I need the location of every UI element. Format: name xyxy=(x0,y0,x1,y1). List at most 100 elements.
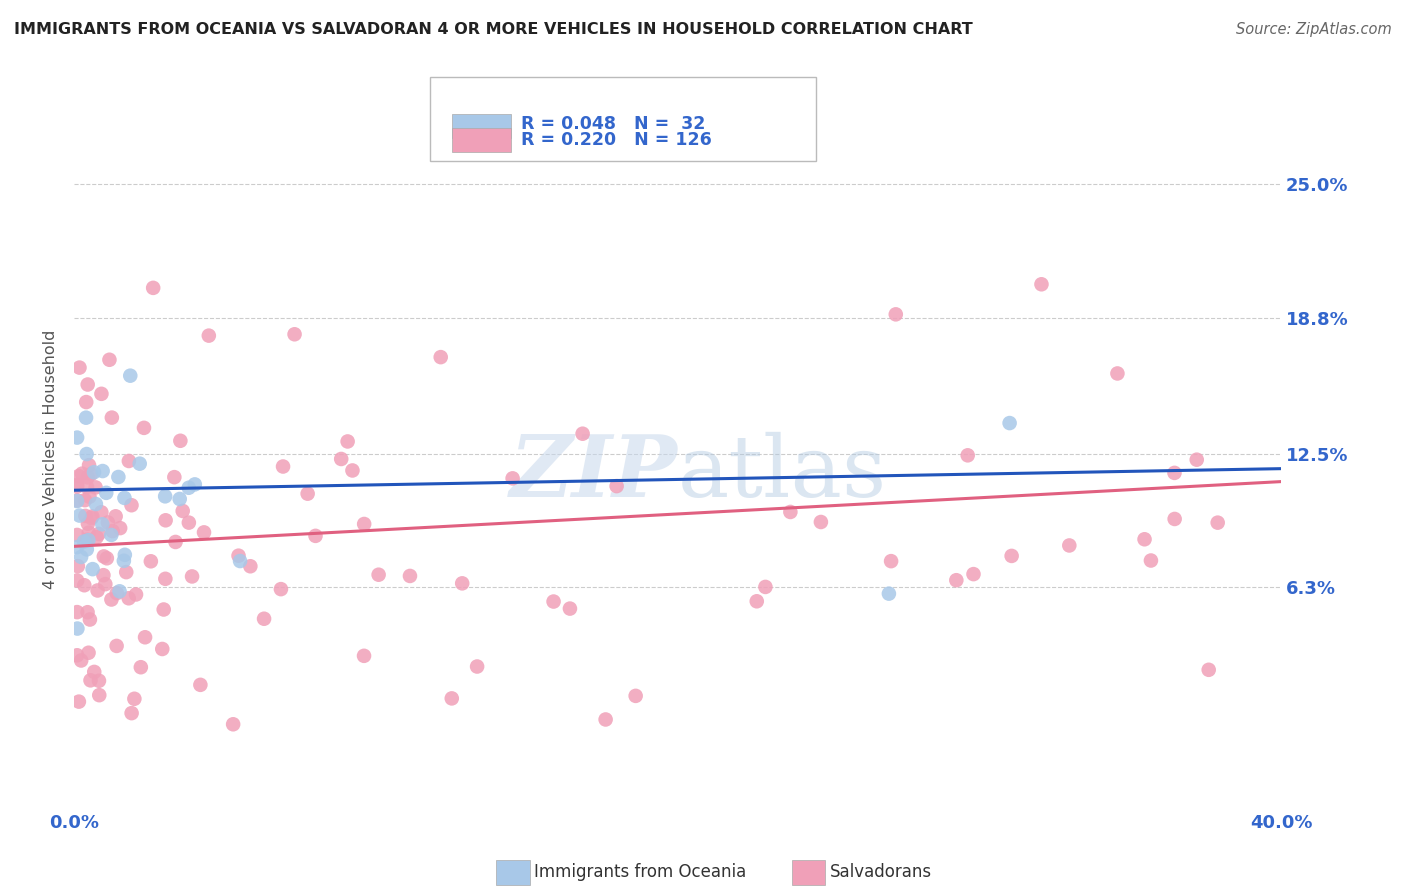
Point xyxy=(998,416,1021,430)
Point xyxy=(66,493,89,508)
Point xyxy=(66,622,89,636)
Point xyxy=(76,470,98,484)
Point xyxy=(115,565,138,579)
Point xyxy=(83,665,105,679)
Point xyxy=(125,587,148,601)
Point xyxy=(543,594,565,608)
Point xyxy=(94,577,117,591)
Point xyxy=(124,691,146,706)
Point xyxy=(779,505,801,519)
Point xyxy=(66,431,89,445)
Point xyxy=(112,554,135,568)
Point xyxy=(253,612,276,626)
Text: ZIP: ZIP xyxy=(510,431,678,515)
Point xyxy=(101,410,124,425)
Point xyxy=(66,479,89,493)
Point xyxy=(399,569,422,583)
Point xyxy=(93,549,115,564)
Point xyxy=(79,490,101,504)
Text: Salvadorans: Salvadorans xyxy=(830,863,932,881)
Point xyxy=(66,528,89,542)
Point xyxy=(69,360,91,375)
Point xyxy=(558,601,581,615)
Point xyxy=(1198,663,1220,677)
Point xyxy=(1133,533,1156,547)
Point xyxy=(502,471,524,485)
Point xyxy=(73,578,96,592)
Point xyxy=(93,568,115,582)
Point xyxy=(190,678,212,692)
Point xyxy=(571,426,593,441)
Point xyxy=(153,489,176,503)
Point xyxy=(96,486,118,500)
Point xyxy=(96,551,118,566)
Point xyxy=(66,540,89,554)
Point xyxy=(121,706,143,720)
Point xyxy=(75,410,97,425)
Point xyxy=(330,452,353,467)
Point xyxy=(745,594,768,608)
Point xyxy=(222,717,245,731)
Point xyxy=(114,491,136,505)
Point xyxy=(84,497,107,511)
Text: IMMIGRANTS FROM OCEANIA VS SALVADORAN 4 OR MORE VEHICLES IN HOUSEHOLD CORRELATIO: IMMIGRANTS FROM OCEANIA VS SALVADORAN 4 … xyxy=(14,22,973,37)
Point xyxy=(66,605,89,619)
Point xyxy=(69,508,91,523)
Point xyxy=(70,549,93,564)
Text: R = 0.048   N =  32: R = 0.048 N = 32 xyxy=(520,115,704,134)
Point xyxy=(1163,512,1185,526)
Point xyxy=(165,535,187,549)
Point xyxy=(73,493,96,508)
Point xyxy=(129,660,152,674)
Point xyxy=(880,554,903,568)
Point xyxy=(962,567,984,582)
Point xyxy=(142,281,165,295)
Point xyxy=(104,509,127,524)
Point xyxy=(150,642,173,657)
Point xyxy=(177,516,200,530)
Point xyxy=(177,481,200,495)
Point xyxy=(118,454,141,468)
Point xyxy=(98,352,121,367)
Point xyxy=(169,434,191,448)
Point xyxy=(1185,452,1208,467)
Point xyxy=(101,524,124,538)
Point xyxy=(163,470,186,484)
Point xyxy=(67,469,90,483)
Point xyxy=(80,511,103,525)
Point xyxy=(107,470,129,484)
Point xyxy=(128,457,150,471)
Point xyxy=(108,521,131,535)
Point xyxy=(66,478,89,492)
Point xyxy=(82,562,104,576)
Point xyxy=(465,659,488,673)
Point xyxy=(155,513,177,527)
Point xyxy=(155,572,177,586)
Point xyxy=(70,653,93,667)
Text: Immigrants from Oceania: Immigrants from Oceania xyxy=(534,863,747,881)
Text: atlas: atlas xyxy=(678,432,887,515)
Point xyxy=(79,673,101,688)
Point xyxy=(121,498,143,512)
Point xyxy=(77,533,100,548)
Y-axis label: 4 or more Vehicles in Household: 4 or more Vehicles in Household xyxy=(44,329,58,589)
Point xyxy=(86,583,108,598)
Point xyxy=(100,592,122,607)
Text: Source: ZipAtlas.com: Source: ZipAtlas.com xyxy=(1236,22,1392,37)
Point xyxy=(172,504,194,518)
Point xyxy=(132,421,155,435)
Point xyxy=(91,517,114,532)
Point xyxy=(90,387,112,401)
Point xyxy=(66,559,89,574)
Point xyxy=(105,586,128,600)
FancyBboxPatch shape xyxy=(451,128,510,152)
Point xyxy=(1107,367,1129,381)
Point xyxy=(87,527,110,541)
Point xyxy=(114,548,136,562)
Point xyxy=(198,328,221,343)
Point xyxy=(80,467,103,482)
Point xyxy=(139,554,162,568)
Point xyxy=(229,554,252,568)
Point xyxy=(76,480,98,494)
Point xyxy=(1163,466,1185,480)
